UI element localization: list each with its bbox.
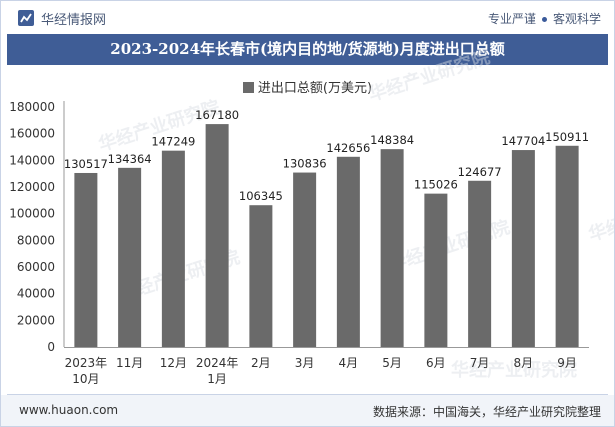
chart-title: 2023-2024年长春市(境内目的地/货源地)月度进出口总额 <box>7 34 608 65</box>
logo-icon <box>18 10 34 26</box>
y-tick-label: 20000 <box>17 313 55 327</box>
bar-value-label: 115026 <box>414 178 458 192</box>
bar-value-label: 130836 <box>283 157 327 171</box>
x-tick-label: 7月 <box>470 356 490 370</box>
x-tick-label: 12月 <box>160 356 187 370</box>
header-bar: 华经情报网 专业严谨 客观科学 <box>1 1 614 34</box>
x-tick-label: 8月 <box>514 356 534 370</box>
watermark-text: 华经产业研究院 <box>386 216 513 276</box>
footer-url: www.huaon.com <box>19 403 119 417</box>
legend-label: 进出口总额(万美元) <box>257 81 373 96</box>
bar <box>74 172 98 347</box>
bar-value-label: 130517 <box>64 157 108 171</box>
bar-value-label: 147704 <box>501 134 545 148</box>
tagline-left: 专业严谨 <box>487 12 536 26</box>
bar <box>336 156 360 347</box>
x-tick-label: 11月 <box>116 356 143 370</box>
bar-value-label: 106345 <box>239 189 283 203</box>
footer: www.huaon.com 数据来源：中国海关，华经产业研究院整理 <box>1 395 614 426</box>
x-tick-label: 2月 <box>251 356 271 370</box>
bar-value-label: 124677 <box>458 165 502 179</box>
x-tick-label: 5月 <box>382 356 402 370</box>
x-tick-label: 6月 <box>426 356 446 370</box>
bar-value-label: 142656 <box>326 141 370 155</box>
x-tick-label: 9月 <box>557 356 577 370</box>
bar-value-label: 167180 <box>195 108 239 122</box>
bar <box>293 172 317 347</box>
x-axis: 2023年 10月 11月 12月 2024年 1月 2月 3月 4月 5月 6月 7月 8月 9月 <box>64 347 589 386</box>
watermark-text: 华经产业研究院 <box>451 359 577 381</box>
x-tick-label: 4月 <box>339 356 359 370</box>
bar <box>380 149 404 347</box>
y-tick-label: 100000 <box>9 207 55 221</box>
y-tick-label: 180000 <box>9 100 55 114</box>
dot-separator-icon <box>541 17 547 22</box>
y-tick-label: 40000 <box>17 287 55 301</box>
x-tick-label: 1月 <box>207 372 227 386</box>
y-tick-label: 160000 <box>9 127 55 141</box>
bar <box>468 180 492 347</box>
y-tick-label: 0 <box>47 340 55 354</box>
watermark-text: 华经产业研究院 <box>366 46 493 106</box>
x-tick-label: 3月 <box>295 356 315 370</box>
bar <box>161 150 185 347</box>
y-tick-label: 80000 <box>17 233 55 247</box>
y-axis: 0 20000 40000 60000 80000 100000 120000 140000 1… <box>9 100 65 354</box>
bar-value-label: 147249 <box>151 135 195 149</box>
legend-swatch <box>242 82 254 93</box>
bar <box>118 167 142 347</box>
bar-value-label: 150911 <box>545 130 589 144</box>
bar <box>205 124 229 348</box>
tagline: 专业严谨 客观科学 <box>488 10 601 27</box>
bar <box>424 193 448 347</box>
bar-chart: 华经产业研究院华经产业研究院华经产业研究院华经产业研究院华经产业研究院华经产业研… <box>9 46 614 386</box>
bar-value-label: 134364 <box>108 152 152 166</box>
y-tick-label: 60000 <box>17 260 55 274</box>
bar <box>249 205 273 347</box>
y-tick-label: 120000 <box>9 180 55 194</box>
footer-divider <box>7 394 608 395</box>
footer-source: 数据来源：中国海关，华经产业研究院整理 <box>372 405 601 419</box>
bar <box>511 150 535 347</box>
x-tick-label: 2023年 <box>65 356 108 370</box>
x-tick-label: 10月 <box>72 372 99 386</box>
watermark-text: 华经产业研究院 <box>586 186 614 246</box>
y-tick-label: 140000 <box>9 153 55 167</box>
x-tick-label: 2024年 <box>196 356 239 370</box>
legend: 进出口总额(万美元) <box>1 77 614 96</box>
bar-value-label: 148384 <box>370 133 414 147</box>
bar <box>555 145 579 347</box>
tagline-right: 客观科学 <box>552 12 601 26</box>
site-name: 华经情报网 <box>41 13 107 28</box>
